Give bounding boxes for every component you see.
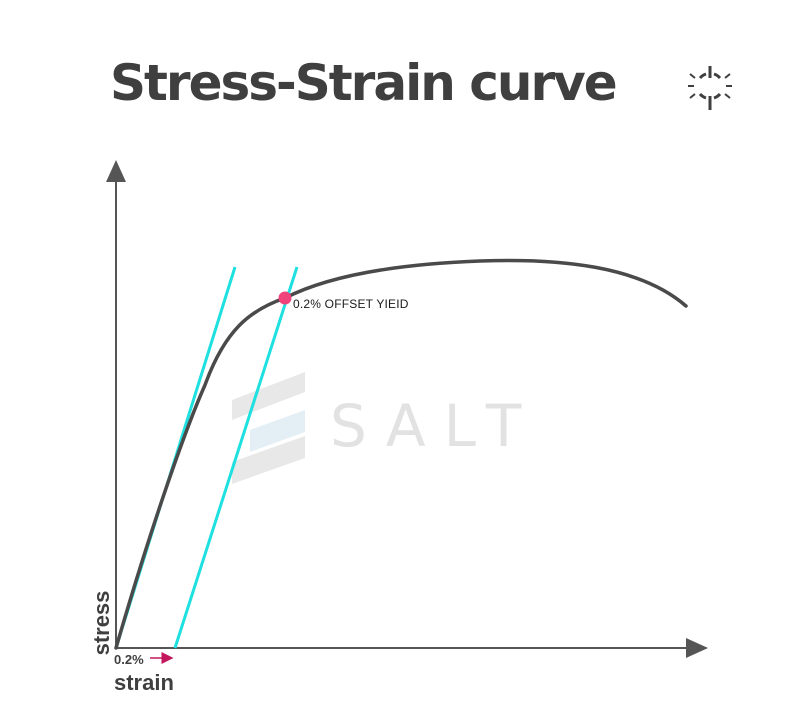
watermark-text: SALT	[330, 392, 540, 460]
y-axis-label: stress	[89, 590, 114, 656]
offset-label: 0.2%	[114, 652, 144, 667]
yield-point-marker	[278, 291, 292, 305]
page-title: Stress-Strain curve	[110, 54, 618, 112]
salt-logo	[232, 372, 305, 484]
yield-point-label: 0.2% OFFSET YIEID	[293, 297, 409, 311]
x-axis-label: strain	[114, 670, 174, 695]
crosshair-icon	[688, 66, 732, 110]
offset-line	[173, 266, 299, 649]
